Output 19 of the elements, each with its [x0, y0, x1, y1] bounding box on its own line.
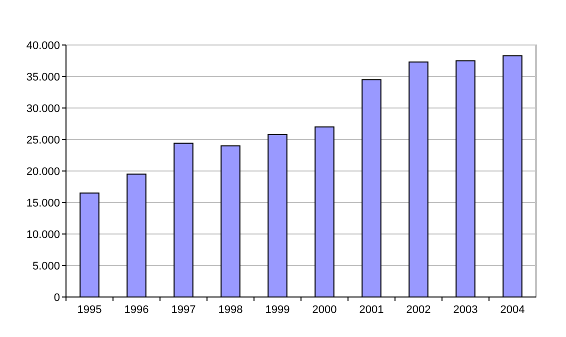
x-tick-label: 2002: [406, 304, 431, 316]
x-tick-label: 2004: [500, 304, 525, 316]
x-tick-label: 1996: [124, 304, 149, 316]
y-tick-label: 40.000: [26, 40, 60, 52]
y-tick-label: 35.000: [26, 71, 60, 84]
x-tick-label: 1999: [265, 304, 290, 316]
y-tick-label: 0: [54, 292, 60, 304]
x-tick-label: 2003: [453, 304, 478, 316]
x-tick-label: 1995: [77, 304, 102, 316]
x-tick-label: 2001: [359, 304, 384, 316]
y-tick-label: 30.000: [26, 102, 60, 115]
y-tick-label: 20.000: [26, 166, 60, 178]
y-tick-label: 25.000: [26, 134, 60, 146]
x-tick-label: 2000: [312, 304, 337, 316]
x-tick-label: 1997: [171, 304, 196, 316]
y-tick-label: 5.000: [32, 260, 60, 272]
y-tick-label: 10.000: [26, 228, 60, 241]
x-tick-label: 1998: [218, 304, 243, 316]
y-tick-label: 15.000: [26, 197, 60, 210]
